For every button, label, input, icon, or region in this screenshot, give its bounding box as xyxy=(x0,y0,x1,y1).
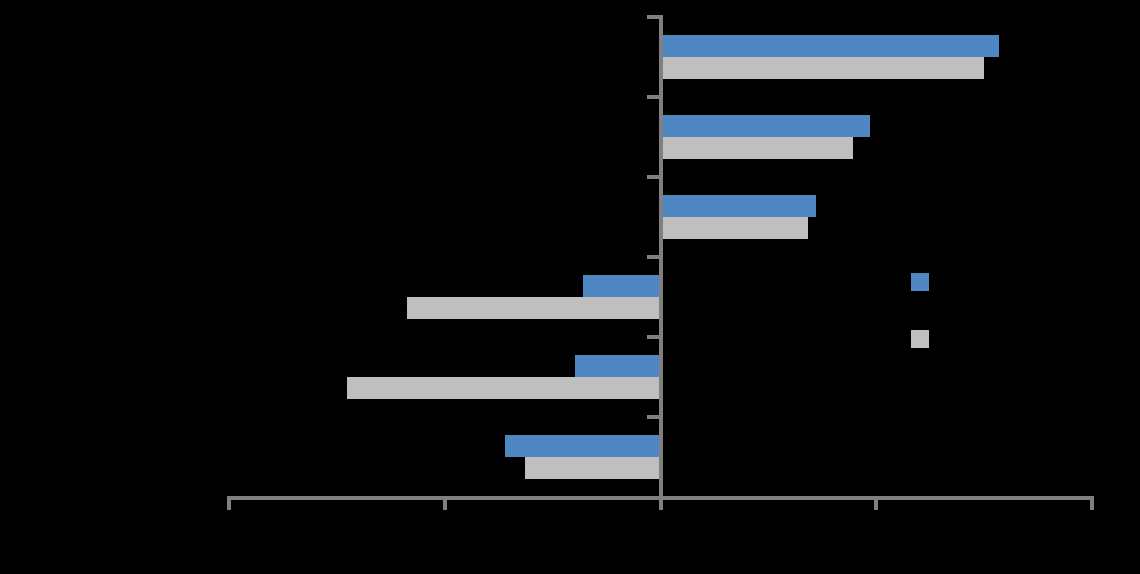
bar-gray-series-2 xyxy=(661,137,854,159)
x-axis-tick xyxy=(658,496,663,510)
bar-blue-series-4 xyxy=(583,275,661,297)
y-axis-line xyxy=(659,15,663,500)
bar-gray-series-5 xyxy=(347,377,661,399)
bar-blue-series-3 xyxy=(661,195,817,217)
legend-swatch-gray xyxy=(911,330,929,348)
bar-blue-series-5 xyxy=(574,355,661,377)
y-axis-tick xyxy=(647,95,661,99)
y-axis-tick xyxy=(647,175,661,179)
y-axis-tick xyxy=(647,255,661,259)
bar-gray-series-1 xyxy=(661,57,984,79)
bar-gray-series-6 xyxy=(525,457,661,479)
y-axis-tick xyxy=(647,15,661,19)
x-axis-tick xyxy=(874,496,879,510)
legend-swatch-blue xyxy=(911,273,929,291)
bar-blue-series-2 xyxy=(661,115,871,137)
bar-blue-series-6 xyxy=(504,435,661,457)
x-axis-tick xyxy=(442,496,447,510)
x-axis-tick xyxy=(1090,496,1094,510)
y-axis-tick xyxy=(647,335,661,339)
y-axis-tick xyxy=(647,415,661,419)
bar-gray-series-3 xyxy=(661,217,808,239)
x-axis-tick xyxy=(227,496,231,510)
bar-blue-series-1 xyxy=(661,35,999,57)
bar-gray-series-4 xyxy=(407,297,661,319)
